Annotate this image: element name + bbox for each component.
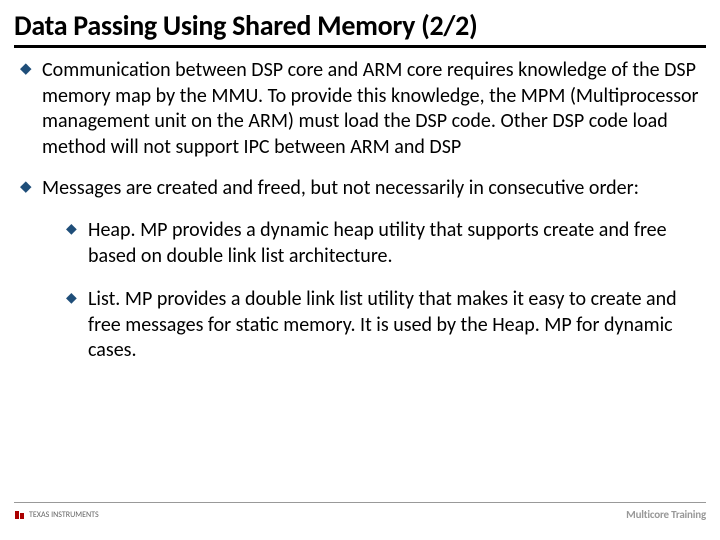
diamond-bullet-icon: ◆ (20, 58, 42, 79)
sub-list: ◆ Heap. MP provides a dynamic heap utili… (20, 218, 700, 364)
diamond-bullet-icon: ◆ (20, 176, 42, 197)
ti-logo-text: TEXAS INSTRUMENTS (29, 510, 99, 520)
ti-logo-icon (14, 509, 26, 521)
content-area: ◆ Communication between DSP core and ARM… (14, 58, 706, 364)
sub-bullet-text: Heap. MP provides a dynamic heap utility… (88, 218, 694, 269)
sub-bullet-item: ◆ Heap. MP provides a dynamic heap utili… (66, 218, 694, 269)
bullet-text: Messages are created and freed, but not … (42, 176, 700, 202)
bullet-item: ◆ Communication between DSP core and ARM… (20, 58, 700, 160)
page-title: Data Passing Using Shared Memory (2/2) (14, 8, 706, 48)
diamond-bullet-icon: ◆ (66, 218, 88, 239)
diamond-bullet-icon: ◆ (66, 287, 88, 308)
footer-right-label: Multicore Training (626, 508, 706, 521)
bullet-item: ◆ Messages are created and freed, but no… (20, 176, 700, 202)
sub-bullet-text: List. MP provides a double link list uti… (88, 287, 694, 364)
bullet-text: Communication between DSP core and ARM c… (42, 58, 700, 160)
sub-bullet-item: ◆ List. MP provides a double link list u… (66, 287, 694, 364)
slide: Data Passing Using Shared Memory (2/2) ◆… (0, 0, 720, 540)
footer: TEXAS INSTRUMENTS Multicore Training (14, 502, 706, 522)
ti-logo: TEXAS INSTRUMENTS (14, 509, 99, 521)
